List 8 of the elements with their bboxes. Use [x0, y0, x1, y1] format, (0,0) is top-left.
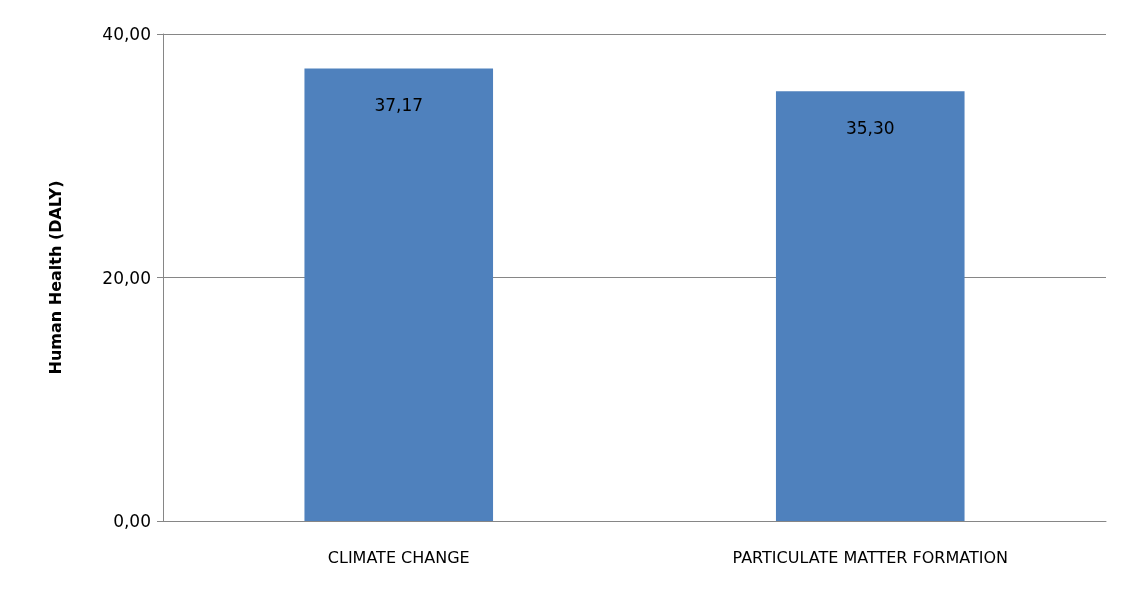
x-tick-label: CLIMATE CHANGE: [327, 547, 470, 567]
y-tick-label: 20,00: [102, 267, 151, 288]
x-tick-label: PARTICULATE MATTER FORMATION: [732, 547, 1008, 567]
y-tick-label: 40,00: [102, 24, 151, 44]
data-label: 37,17: [374, 94, 424, 115]
data-label: 35,30: [845, 117, 895, 138]
y-tick-label: 0,00: [113, 511, 151, 531]
y-axis-title: Human Health (DALY): [45, 180, 65, 375]
